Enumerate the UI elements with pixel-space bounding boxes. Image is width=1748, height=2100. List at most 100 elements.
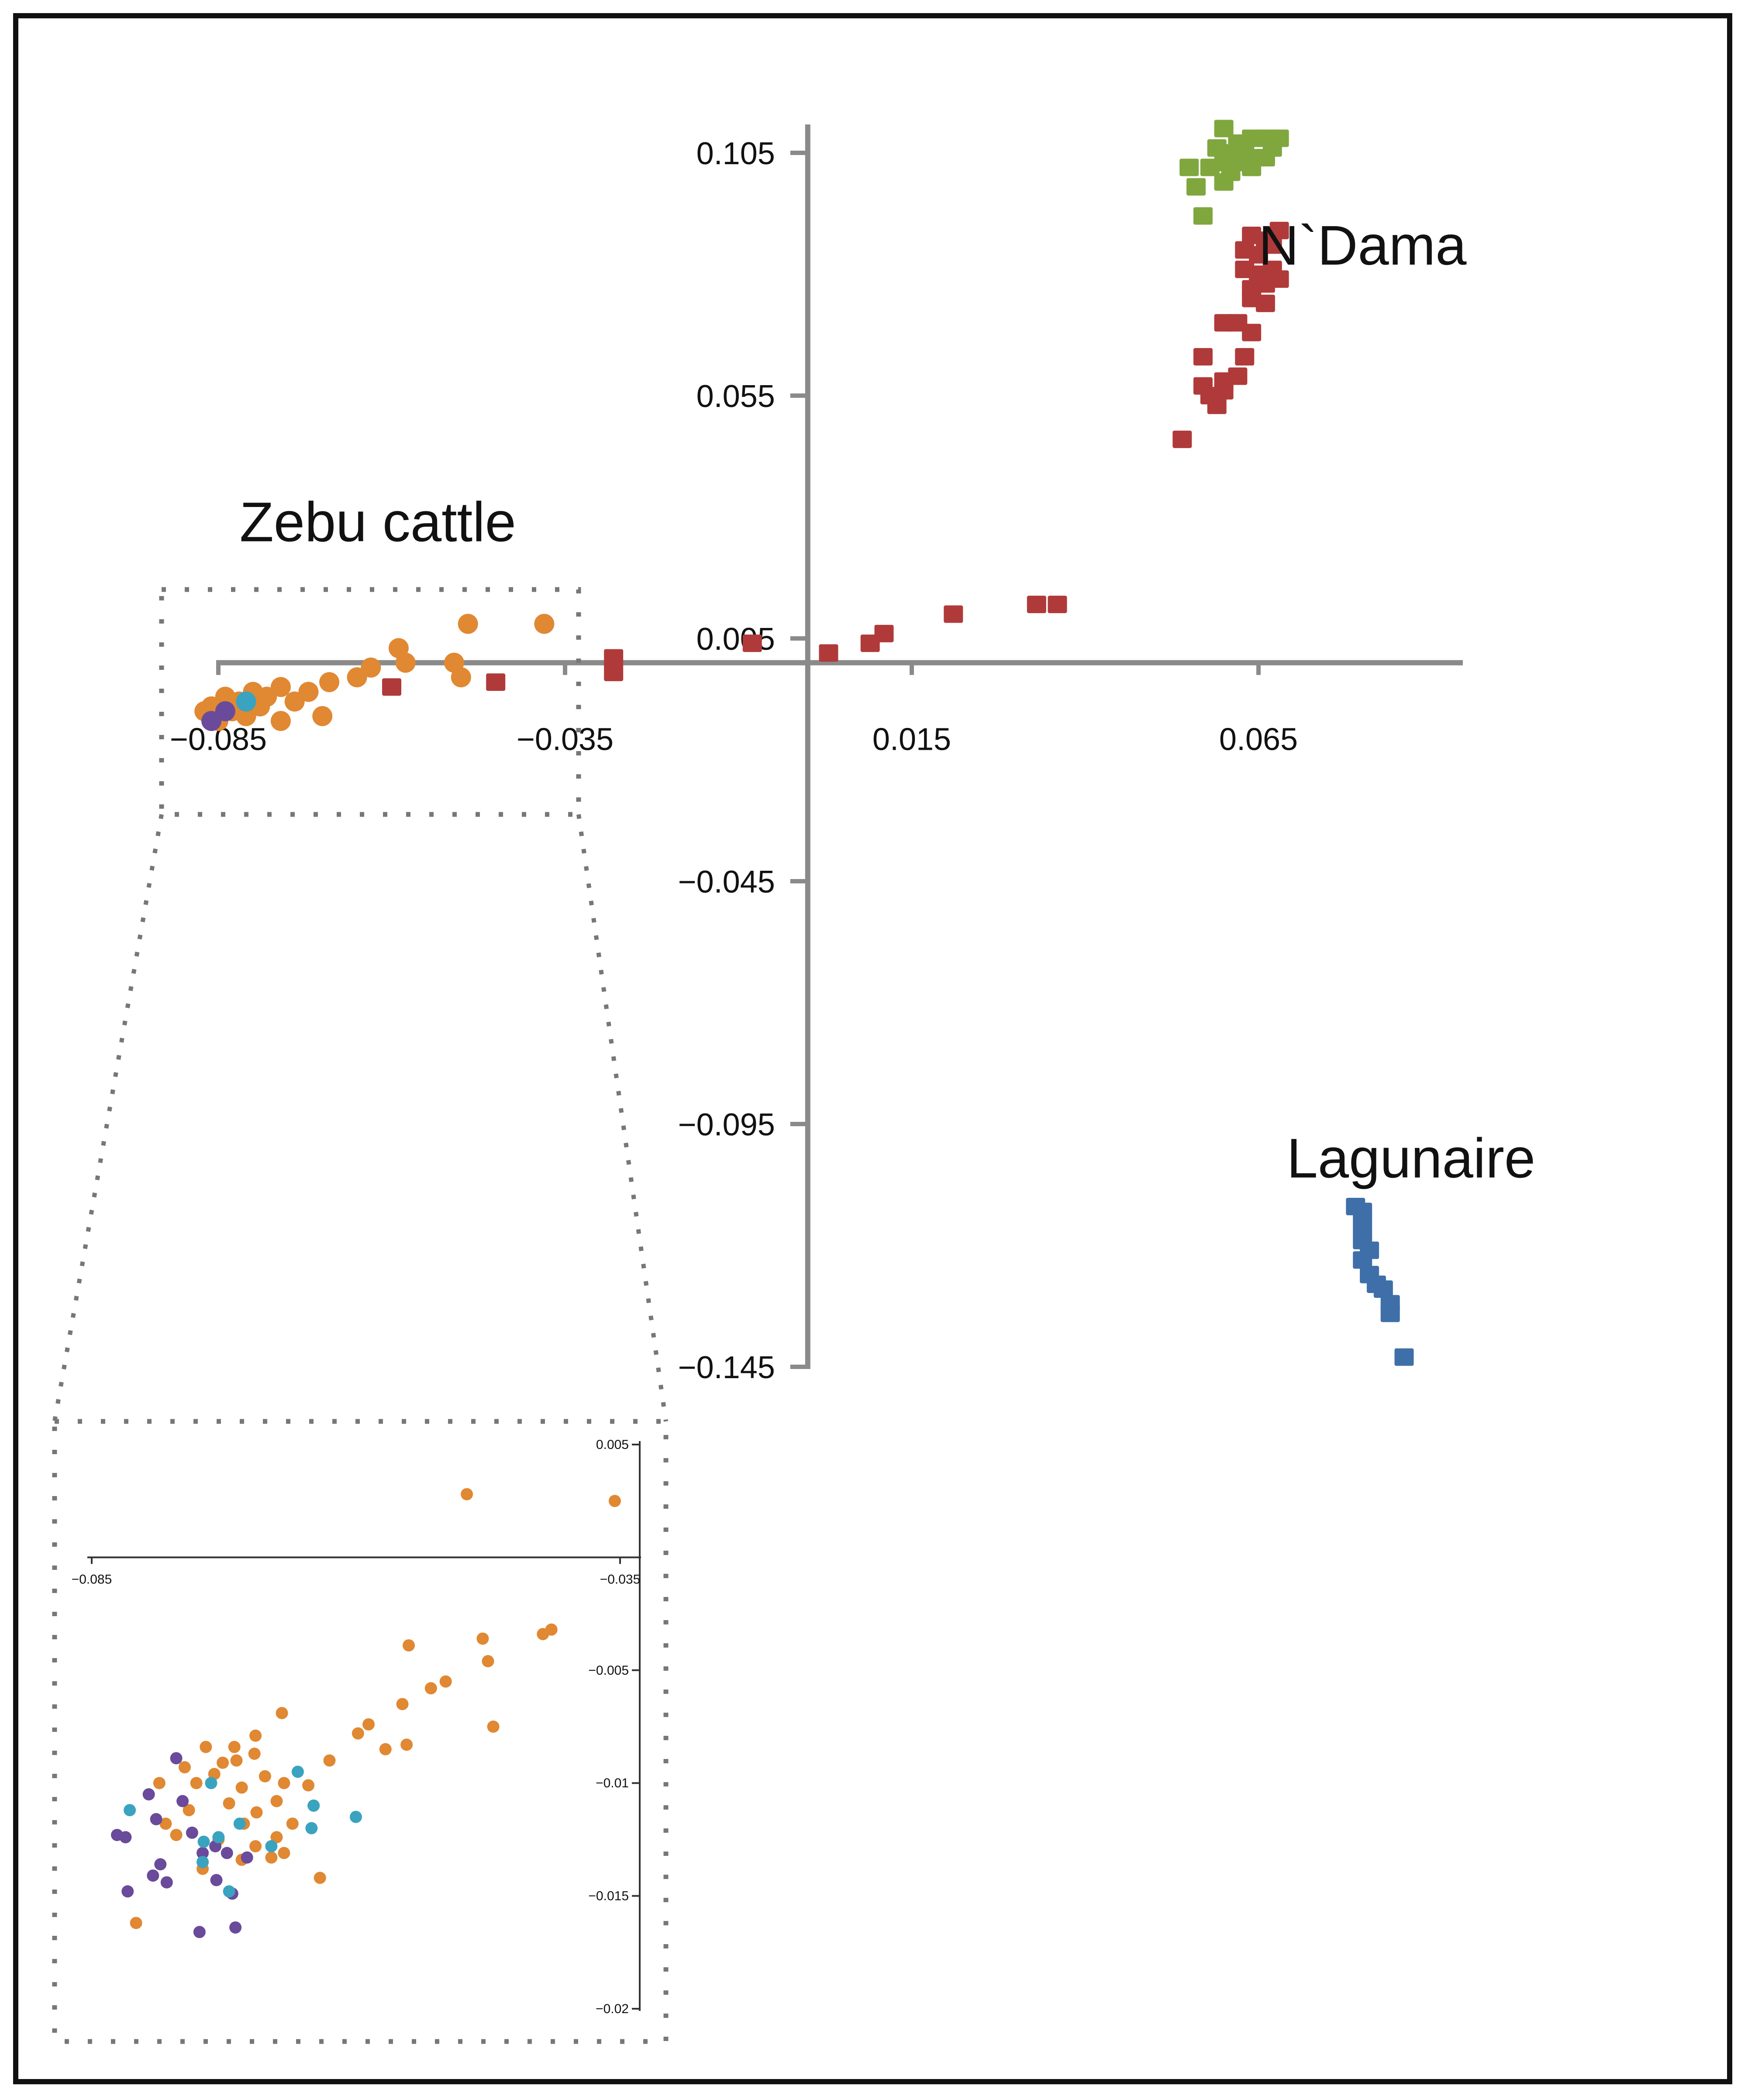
- data-point-green: [1179, 159, 1199, 176]
- data-point-orange: [347, 667, 367, 687]
- data-point-orange: [534, 614, 555, 634]
- y-tick-label: −0.045: [678, 865, 775, 900]
- inset-data-point-purple: [150, 1813, 162, 1825]
- data-point-red: [604, 663, 624, 681]
- data-point-red: [1269, 270, 1289, 288]
- x-tick-label: 0.065: [1219, 722, 1298, 757]
- inset-data-point-purple: [154, 1858, 167, 1871]
- inset-data-point-teal: [307, 1799, 320, 1812]
- inset-data-point-orange: [439, 1675, 452, 1688]
- series-red: [382, 221, 1289, 696]
- series-green: [1179, 120, 1289, 225]
- zoom-selection-box: [159, 587, 581, 817]
- inset-y-tick-label: −0.005: [588, 1663, 629, 1678]
- series-blue: [1346, 1198, 1414, 1366]
- inset-data-point-teal: [265, 1840, 278, 1852]
- inset-data-point-teal: [291, 1766, 304, 1778]
- inset-data-point-orange: [487, 1721, 500, 1733]
- data-point-red: [819, 644, 838, 662]
- main-plot: −0.085 −0.035 0.015 0.0650.1050.0550.005−0.…: [170, 120, 1535, 1385]
- inset-data-point-orange: [170, 1829, 183, 1841]
- data-point-red: [860, 634, 880, 652]
- inset-data-point-orange: [352, 1727, 364, 1740]
- inset-y-tick-label: 0.005: [596, 1438, 629, 1452]
- x-tick-label: −0.035: [517, 722, 614, 757]
- inset-data-point-orange: [379, 1743, 392, 1755]
- inset-data-point-orange: [183, 1804, 195, 1817]
- data-point-orange: [270, 711, 291, 731]
- inset-x-tick-label: −0.035: [600, 1572, 641, 1586]
- inset-data-point-teal: [197, 1856, 209, 1869]
- data-point-red: [1269, 221, 1289, 239]
- inset-data-point-orange: [608, 1495, 621, 1507]
- inset-data-point-purple: [210, 1874, 223, 1886]
- data-point-red: [1214, 382, 1234, 400]
- inset-data-point-orange: [230, 1754, 243, 1767]
- zoom-box-guides: [52, 587, 669, 2044]
- inset-data-point-orange: [482, 1655, 494, 1668]
- inset-data-point-purple: [241, 1851, 253, 1864]
- inset-data-point-orange: [278, 1847, 290, 1859]
- inset-data-point-orange: [403, 1639, 415, 1652]
- data-point-blue: [1394, 1348, 1414, 1366]
- data-point-green: [1214, 173, 1234, 191]
- inset-data-point-orange: [278, 1777, 290, 1790]
- data-point-red: [1027, 596, 1046, 614]
- inset-data-point-orange: [153, 1777, 165, 1790]
- inset-y-tick-label: −0.02: [596, 2002, 629, 2016]
- inset-data-point-purple: [170, 1752, 183, 1765]
- inset-data-point-orange: [424, 1682, 437, 1695]
- data-point-red: [382, 678, 401, 696]
- data-point-green: [1186, 178, 1206, 196]
- inset-data-point-teal: [350, 1810, 362, 1823]
- data-point-red: [1207, 397, 1227, 414]
- inset-data-point-orange: [235, 1781, 248, 1794]
- data-point-orange: [395, 652, 416, 673]
- y-tick-label: −0.145: [678, 1350, 775, 1385]
- inset-data-point-orange: [362, 1718, 375, 1731]
- inset-data-point-purple: [229, 1921, 242, 1934]
- inset-data-point-purple: [160, 1876, 173, 1889]
- y-tick-label: 0.005: [696, 622, 775, 657]
- inset-data-point-orange: [250, 1806, 263, 1819]
- y-tick-label: 0.105: [696, 136, 775, 171]
- zoom-connector-right: [576, 814, 668, 1422]
- inset-data-point-orange: [248, 1748, 261, 1760]
- data-point-orange: [451, 667, 471, 687]
- inset-data-point-teal: [124, 1804, 136, 1817]
- inset-data-point-teal: [212, 1831, 225, 1844]
- data-point-orange: [458, 614, 478, 634]
- inset-data-point-orange: [178, 1761, 191, 1774]
- inset-data-point-teal: [305, 1822, 318, 1834]
- data-point-red: [1228, 367, 1248, 385]
- y-tick-label: −0.095: [678, 1107, 775, 1142]
- inset-data-point-orange: [537, 1628, 549, 1641]
- inset-x-tick-label: −0.085: [72, 1572, 112, 1586]
- data-point-green: [1193, 207, 1213, 225]
- data-point-red: [1048, 596, 1067, 614]
- data-point-orange: [312, 706, 333, 726]
- series-teal: [236, 691, 256, 712]
- inset-data-point-orange: [249, 1840, 262, 1852]
- inset-data-point-teal: [233, 1817, 246, 1830]
- inset-data-point-orange: [265, 1851, 278, 1864]
- data-point-blue: [1353, 1217, 1372, 1235]
- inset-data-point-purple: [193, 1926, 206, 1938]
- data-point-red: [944, 605, 963, 623]
- inset-box: [52, 1419, 669, 2044]
- inset-data-point-orange: [314, 1872, 326, 1884]
- inset-series-teal: [124, 1766, 362, 1898]
- data-point-blue: [1353, 1251, 1372, 1269]
- data-point-red: [1235, 348, 1255, 366]
- inset-data-point-orange: [200, 1741, 212, 1753]
- inset-y-tick-label: −0.015: [588, 1889, 629, 1903]
- series-purple: [201, 701, 235, 731]
- data-point-purple: [201, 711, 222, 731]
- y-tick-label: 0.055: [696, 379, 775, 414]
- inset-data-point-orange: [476, 1632, 489, 1645]
- inset-data-point-purple: [147, 1869, 159, 1882]
- group-label: Zebu cattle: [240, 491, 516, 554]
- inset-data-point-orange: [400, 1738, 413, 1751]
- data-point-blue: [1380, 1304, 1400, 1322]
- inset-data-point-purple: [221, 1847, 233, 1859]
